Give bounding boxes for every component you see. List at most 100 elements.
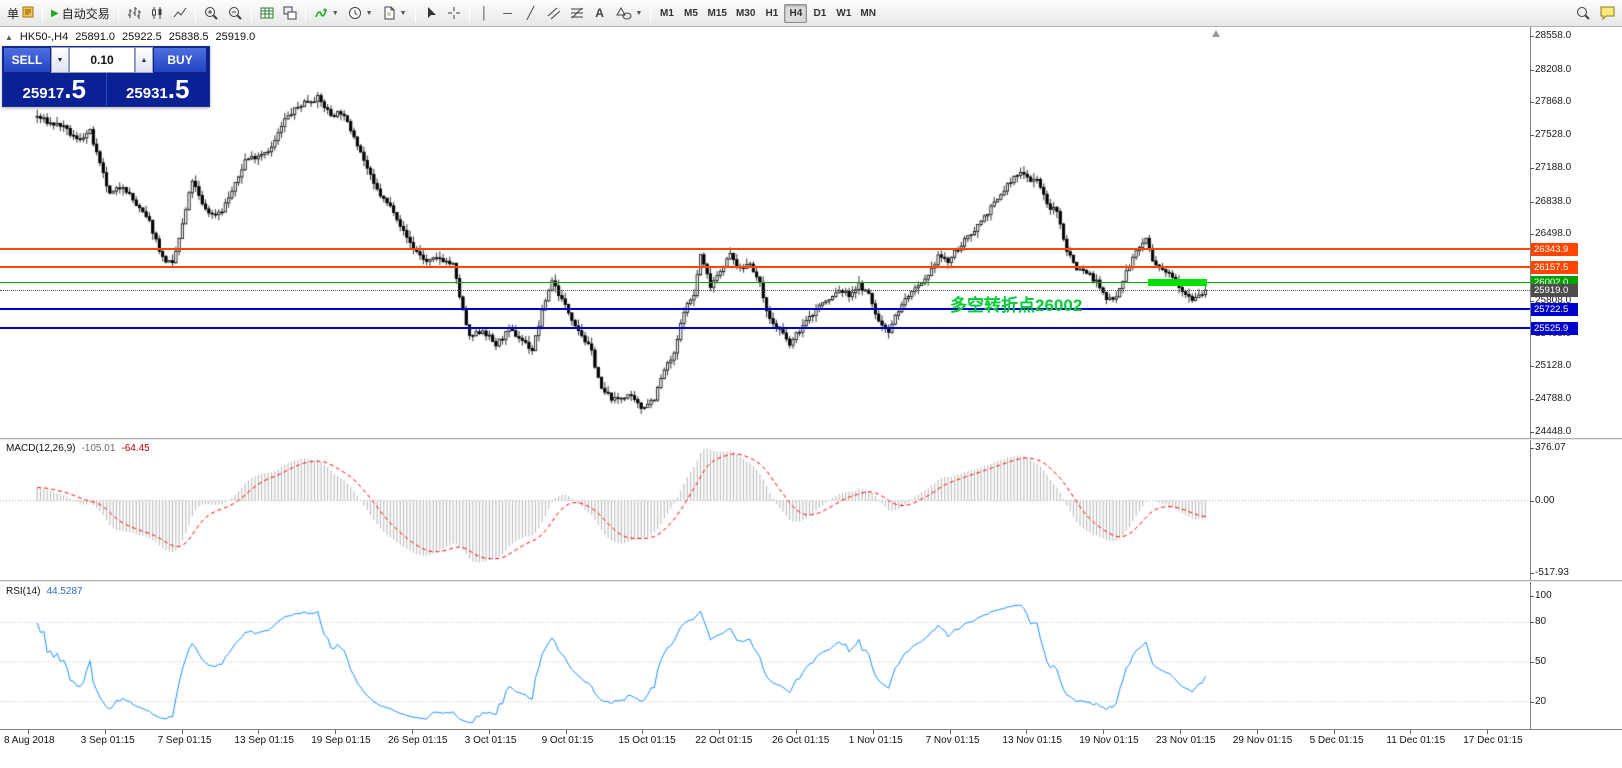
- autotrading-play-icon: ▶: [51, 7, 59, 19]
- time-axis-tick: [1180, 730, 1181, 734]
- timeframe-MN[interactable]: MN: [856, 4, 880, 23]
- price-chart-canvas[interactable]: [0, 27, 1530, 438]
- candlestick-chart-icon[interactable]: [146, 3, 168, 24]
- timeframe-W1[interactable]: W1: [832, 4, 855, 23]
- axis-tick: [1530, 36, 1534, 37]
- time-axis-label: 19 Sep 01:15: [311, 735, 371, 746]
- sell-button[interactable]: SELL: [3, 47, 51, 73]
- current-price-line[interactable]: [0, 290, 1530, 292]
- autotrading-button[interactable]: ▶ 自动交易: [47, 3, 114, 24]
- time-axis-tick: [181, 730, 183, 734]
- open-value: 25891.0: [75, 31, 115, 43]
- shapes-icon[interactable]: ▼: [612, 3, 647, 24]
- time-axis-tick: [872, 730, 874, 734]
- time-axis-label: 13 Sep 01:15: [234, 735, 294, 746]
- chat-icon[interactable]: [1596, 3, 1619, 24]
- support-line-2-tag: 25525.9: [1531, 321, 1578, 335]
- timeframe-M30[interactable]: M30: [732, 4, 759, 23]
- macd-canvas[interactable]: [0, 440, 1530, 580]
- close-value: 25919.0: [215, 31, 256, 43]
- price-axis-label: 27528.0: [1535, 129, 1572, 141]
- time-axis-tick: [1333, 730, 1335, 734]
- cursor-icon[interactable]: [420, 3, 442, 24]
- sell-price: 25917.5: [22, 74, 86, 104]
- resistance-line-1[interactable]: [0, 248, 1530, 251]
- timeframe-M5[interactable]: M5: [679, 4, 702, 23]
- toolbar-separator: [414, 4, 416, 22]
- grid-icon[interactable]: [256, 3, 278, 24]
- rsi-label: RSI(14) 44.5287: [6, 586, 83, 597]
- toolbar-separator: [194, 4, 196, 22]
- zoom-out-icon[interactable]: [224, 3, 247, 24]
- rsi-canvas[interactable]: [0, 582, 1530, 729]
- axis-tick: [1530, 366, 1534, 368]
- vertical-line-icon[interactable]: │: [474, 3, 496, 24]
- new-order-label: 单: [7, 6, 20, 21]
- timeframe-M1[interactable]: M1: [655, 4, 678, 23]
- time-axis-label: 11 Dec 01:15: [1386, 735, 1446, 746]
- time-axis-label: 7 Nov 01:15: [925, 735, 980, 746]
- time-axis-tick: [1103, 730, 1105, 734]
- dropdown-icon: ▼: [635, 9, 643, 17]
- support-line-2[interactable]: [0, 327, 1530, 330]
- rsi-axis-label: 80: [1535, 616, 1547, 628]
- axis-tick: [1530, 102, 1534, 104]
- panel-splitter[interactable]: [0, 438, 1622, 440]
- templates-icon[interactable]: ▼: [378, 3, 411, 24]
- oct-toggle-icon[interactable]: ▲: [5, 32, 13, 42]
- timeframe-D1[interactable]: D1: [808, 4, 831, 23]
- axis-tick: [1530, 701, 1534, 703]
- time-axis[interactable]: 8 Aug 2018 3 Sep 01:15 7 Sep 01:15 13 Sep 0…: [0, 729, 1622, 768]
- time-axis-label: 23 Nov 01:15: [1156, 735, 1216, 746]
- trendline-icon[interactable]: ╱: [520, 3, 542, 24]
- time-axis-tick: [335, 730, 337, 734]
- volume-increase-button[interactable]: ▲: [135, 47, 153, 73]
- rsi-axis-label: 100: [1535, 590, 1552, 601]
- fibonacci-icon[interactable]: [566, 3, 588, 24]
- timeframe-M15[interactable]: M15: [703, 4, 730, 23]
- time-axis-label: 17 Dec 01:15: [1463, 735, 1523, 746]
- pivot-line[interactable]: [0, 281, 1530, 283]
- buy-button[interactable]: BUY: [153, 47, 207, 73]
- timeframe-H4[interactable]: H4: [784, 3, 808, 23]
- buy-price: 25931.5: [126, 74, 190, 104]
- text-icon[interactable]: A: [589, 3, 611, 24]
- horizontal-line-icon[interactable]: ─: [497, 3, 519, 24]
- resistance-line-2[interactable]: [0, 266, 1530, 269]
- time-axis-label: 9 Oct 01:15: [541, 735, 594, 746]
- support-line-1-tag: 25722.5: [1531, 302, 1578, 316]
- volume-decrease-button[interactable]: ▼: [51, 47, 69, 73]
- new-order-button[interactable]: 单: [3, 3, 38, 24]
- channel-icon[interactable]: [543, 3, 565, 24]
- search-icon[interactable]: [1572, 3, 1595, 24]
- indicators-icon[interactable]: ▼: [310, 3, 343, 24]
- time-axis-label: 26 Oct 01:15: [772, 735, 830, 746]
- autotrading-label: 自动交易: [61, 6, 110, 21]
- time-axis-label: 19 Nov 01:15: [1079, 735, 1139, 746]
- pivot-highlight[interactable]: [1148, 279, 1207, 287]
- support-line-1[interactable]: [0, 308, 1530, 311]
- axis-tick: [1530, 662, 1534, 663]
- time-axis-label: 7 Sep 01:15: [157, 735, 212, 746]
- symbol-period-label: HK50-,H4: [19, 31, 69, 43]
- price-axis-label: 27188.0: [1535, 162, 1572, 173]
- timeframe-H1[interactable]: H1: [760, 4, 783, 23]
- toolbar-separator: [250, 4, 252, 22]
- toolbar-separator: [304, 4, 306, 22]
- bar-chart-icon[interactable]: [123, 3, 145, 24]
- time-axis-tick: [565, 730, 567, 734]
- macd-label: MACD(12,26,9) -105.01 -64.45: [6, 443, 150, 454]
- axis-tick: [1530, 500, 1534, 502]
- time-axis-label: 26 Sep 01:15: [388, 735, 448, 746]
- crosshair-icon[interactable]: [443, 3, 465, 24]
- tile-windows-icon[interactable]: [279, 3, 301, 24]
- annotation-text[interactable]: 多空转折点26002: [950, 296, 1083, 315]
- zoom-in-icon[interactable]: [200, 3, 223, 24]
- line-chart-icon[interactable]: [169, 3, 191, 24]
- periods-icon[interactable]: ▼: [344, 3, 377, 24]
- chart-shift-marker[interactable]: [1212, 30, 1220, 37]
- time-axis-label: 5 Dec 01:15: [1309, 735, 1364, 746]
- volume-input[interactable]: [69, 47, 135, 73]
- panel-splitter[interactable]: [0, 580, 1622, 582]
